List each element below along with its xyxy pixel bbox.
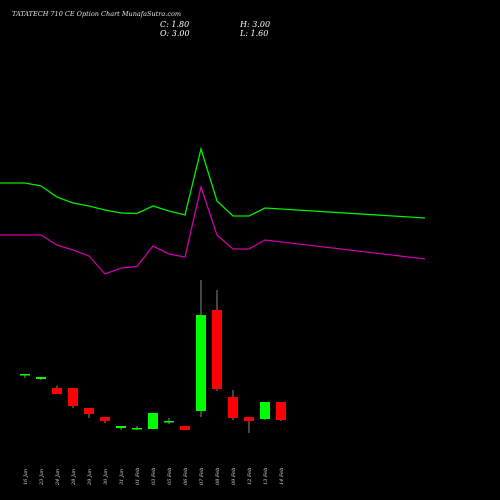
low-value: L: 1.60 [240, 29, 269, 38]
x-tick-label: 07 Feb [199, 468, 205, 485]
x-axis-labels: 16 Jan 23 Jan 24 Jan 28 Jan 29 Jan 30 Jan 31 J… [23, 468, 285, 486]
candles [20, 280, 286, 433]
x-tick-label: 03 Feb [151, 468, 157, 485]
candle-body [164, 421, 174, 423]
upper-band-line [0, 146, 426, 219]
x-tick-label: 28 Jan [71, 469, 77, 486]
x-tick-label: 08 Feb [215, 468, 221, 485]
candle-body [132, 428, 142, 430]
candle-body [36, 377, 46, 379]
x-tick-label: 05 Feb [167, 468, 173, 485]
x-tick-label: 13 Feb [263, 468, 269, 485]
candle-body [276, 402, 286, 420]
x-tick-label: 14 Feb [279, 468, 285, 485]
candle-body [52, 388, 62, 394]
chart-title: TATATECH 710 CE Option Chart MunafaSutra… [12, 10, 182, 18]
candle-body [20, 374, 30, 376]
candle-body [212, 310, 222, 389]
candle-body [228, 397, 238, 418]
candle-body [100, 417, 110, 421]
x-tick-label: 09 Feb [231, 468, 237, 485]
candle-body [260, 402, 270, 419]
close-value: C: 1.80 [160, 20, 190, 29]
x-tick-label: 01 Feb [135, 468, 141, 485]
open-value: O: 3.00 [160, 29, 190, 38]
x-tick-label: 30 Jan [103, 469, 109, 485]
candle-body [148, 413, 158, 429]
band-lines [0, 146, 426, 275]
lower-band-line [0, 184, 426, 275]
candle-body [68, 388, 78, 406]
candle-body [180, 426, 190, 430]
x-tick-label: 24 Jan [55, 469, 61, 486]
candle-body [116, 426, 126, 428]
high-value: H: 3.00 [240, 20, 271, 29]
x-tick-label: 29 Jan [87, 469, 93, 486]
candle-body [84, 408, 94, 414]
x-tick-label: 16 Jan [23, 469, 29, 485]
x-tick-label: 12 Feb [247, 468, 253, 485]
x-tick-label: 31 Jan [119, 469, 125, 485]
x-tick-label: 06 Feb [183, 468, 189, 485]
candle-body [196, 315, 206, 411]
candle-body [244, 417, 254, 421]
x-tick-label: 23 Jan [39, 469, 45, 486]
